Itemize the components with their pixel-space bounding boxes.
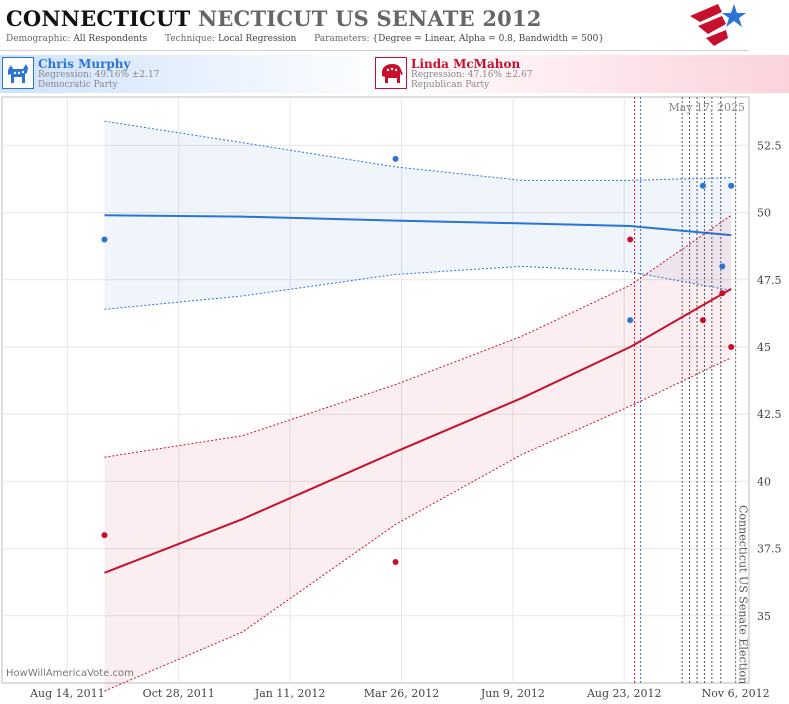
x-tick-label: Oct 28, 2011	[143, 687, 215, 700]
election-label: Connecticut US Senate Election	[737, 505, 750, 684]
candidate-regression: Regression: 47.16% ±2.67	[411, 70, 533, 80]
technique-label: Technique:	[165, 34, 216, 44]
poll-point	[627, 236, 634, 243]
demographic-value: All Respondents	[73, 34, 148, 44]
candidate-regression: Regression: 49.16% ±2.17	[38, 70, 160, 80]
parameters-label: Parameters:	[314, 34, 370, 44]
poll-point	[719, 290, 726, 297]
technique-value: Local Regression	[217, 34, 297, 44]
y-tick-label: 37.5	[757, 543, 782, 556]
poll-point	[728, 182, 735, 189]
confidence-band	[104, 121, 732, 310]
poll-point	[392, 559, 399, 566]
y-tick-label: 52.5	[757, 139, 782, 152]
donkey-icon	[2, 57, 34, 89]
candidate-party: Republican Party	[411, 80, 490, 90]
y-tick-label: 50	[757, 207, 771, 220]
date-stamp: May 17, 2025	[668, 101, 745, 114]
candidate-card-murphy: Chris Murphy Regression: 49.16% ±2.17 De…	[0, 55, 395, 93]
poll-point	[101, 532, 108, 539]
watermark: HowWillAmericaVote.com	[6, 668, 134, 679]
parameters-line: Demographic: All Respondents Technique: …	[6, 34, 604, 44]
upper-bound-line	[104, 120, 732, 181]
elephant-icon	[375, 57, 407, 89]
y-tick-label: 35	[757, 610, 771, 623]
lower-bound-line	[104, 357, 732, 692]
lower-bound-line	[104, 265, 732, 310]
candidate-party: Democratic Party	[38, 80, 118, 90]
trend-line	[104, 214, 732, 237]
y-tick-label: 42.5	[757, 408, 782, 421]
chart-header: CONNECTICUT NECTICUT US SENATE 2012 Demo…	[0, 0, 749, 51]
x-tick-label: Jan 11, 2012	[254, 687, 326, 700]
poll-point	[101, 236, 108, 243]
poll-point	[699, 182, 706, 189]
poll-point	[392, 155, 399, 162]
trend-line	[104, 288, 732, 574]
x-tick-label: Aug 14, 2011	[29, 687, 105, 700]
page-title: CONNECTICUT NECTICUT US SENATE 2012	[6, 6, 542, 31]
candidate-name: Chris Murphy	[38, 57, 131, 71]
demographic-label: Demographic:	[6, 34, 71, 44]
poll-point	[728, 343, 735, 350]
y-tick-label: 40	[757, 475, 771, 488]
x-tick-label: Nov 6, 2012	[702, 687, 770, 700]
candidate-legend: Chris Murphy Regression: 49.16% ±2.17 De…	[0, 55, 789, 93]
poll-point	[719, 263, 726, 270]
parameters-value: {Degree = Linear, Alpha = 0.8, Bandwidth…	[372, 34, 605, 44]
y-tick-label: 45	[757, 341, 771, 354]
poll-point	[627, 317, 634, 324]
stars-and-stripes-logo-icon	[690, 4, 746, 46]
confidence-band	[104, 215, 732, 692]
title-race: NECTICUT US SENATE 2012	[197, 6, 542, 31]
x-tick-label: Jun 9, 2012	[480, 687, 545, 700]
x-tick-label: Aug 23, 2012	[586, 687, 662, 700]
candidate-card-mcmahon: Linda McMahon Regression: 47.16% ±2.67 R…	[373, 55, 789, 93]
poll-point	[699, 317, 706, 324]
y-tick-label: 47.5	[757, 274, 782, 287]
upper-bound-line	[104, 214, 732, 458]
candidate-name: Linda McMahon	[411, 57, 521, 71]
x-tick-label: Mar 26, 2012	[364, 687, 440, 700]
title-state: CONNECTICUT	[6, 6, 191, 31]
